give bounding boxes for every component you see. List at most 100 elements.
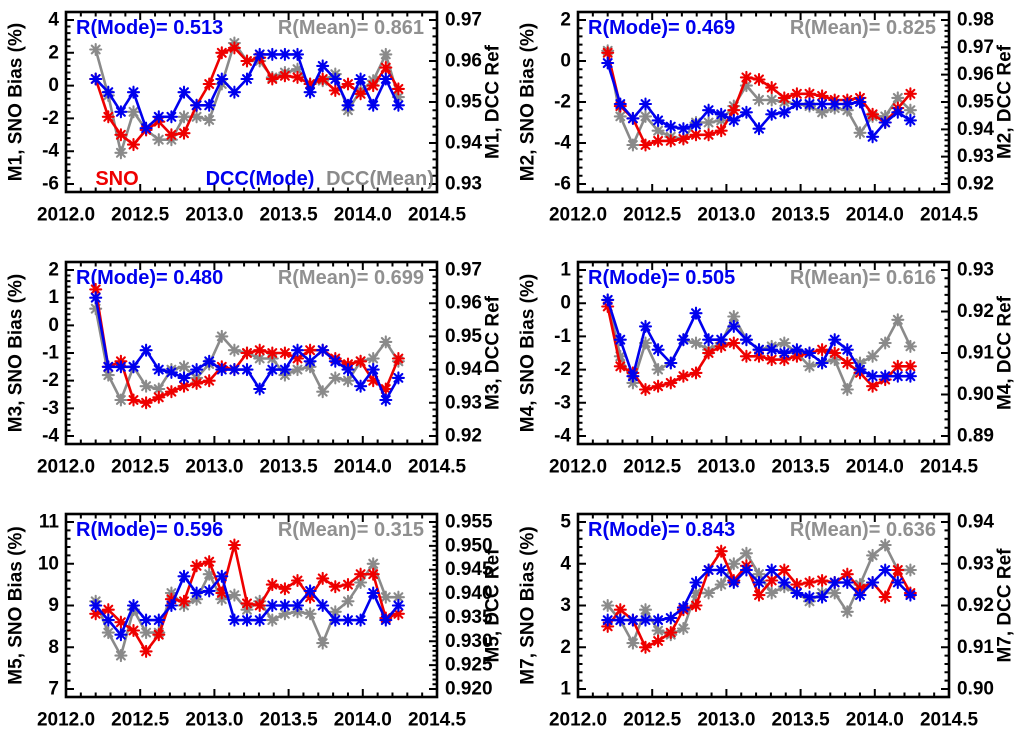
x-tick-label: 2013.0	[697, 456, 755, 477]
yright-axis-title: M1, DCC Ref	[483, 44, 504, 159]
x-tick-label: 2013.5	[260, 456, 319, 477]
yleft-tick-label: -1	[42, 342, 59, 363]
yright-tick-label: 0.95	[957, 92, 994, 113]
yright-tick-label: 0.93	[957, 146, 994, 167]
yleft-tick-label: 2	[48, 42, 59, 63]
r-mean-annotation: R(Mean)= 0.825	[790, 17, 936, 39]
x-tick-label: 2013.0	[185, 710, 243, 731]
x-tick-label: 2014.5	[408, 205, 467, 226]
yright-tick-label: 0.945	[445, 560, 493, 581]
yleft-axis-ticks	[66, 268, 74, 437]
yright-tick-label: 0.950	[445, 536, 493, 557]
x-tick-label: 2014.5	[920, 456, 979, 477]
yright-tick-label: 0.93	[957, 259, 994, 280]
yright-tick-label: 0.96	[957, 64, 994, 85]
yleft-tick-label: 8	[48, 637, 59, 658]
yleft-tick-label: 0	[560, 51, 571, 72]
yleft-tick-label: 5	[560, 512, 571, 533]
x-tick-label: 2013.5	[260, 710, 319, 731]
yleft-tick-label: 4	[48, 10, 59, 31]
chart-m3: 2012.0 2012.5 2013.0 2013.5 2014.0 2014.5 2 1 0 -…	[6, 259, 504, 477]
yright-tick-label: 0.91	[957, 637, 994, 658]
r-mean-annotation: R(Mean)= 0.616	[790, 267, 936, 289]
yleft-tick-label: -4	[42, 425, 59, 446]
yleft-tick-label: 4	[560, 554, 571, 575]
yright-tick-label: 0.920	[445, 679, 493, 700]
x-tick-label: 2014.0	[334, 710, 392, 731]
x-tick-label: 2012.5	[623, 205, 682, 226]
x-tick-label: 2013.0	[697, 205, 755, 226]
yright-tick-label: 0.93	[957, 554, 994, 575]
yright-tick-label: 0.93	[445, 392, 482, 413]
yleft-tick-label: 0	[48, 315, 59, 336]
yright-tick-label: 0.98	[957, 10, 994, 31]
r-mean-annotation: R(Mean)= 0.861	[278, 17, 424, 39]
yleft-tick-label: 3	[560, 595, 571, 616]
x-axis-ticks	[577, 12, 950, 192]
yleft-axis-ticks	[578, 521, 586, 691]
x-tick-label: 2012.5	[111, 710, 170, 731]
yright-tick-label: 0.97	[445, 10, 482, 31]
yleft-tick-label: 0	[48, 75, 59, 96]
yleft-tick-label: -3	[554, 392, 571, 413]
series-markers-mode	[601, 293, 917, 383]
x-tick-label: 2013.5	[772, 456, 831, 477]
x-tick-label: 2012.5	[623, 456, 682, 477]
yleft-tick-label: 11	[39, 512, 60, 533]
yleft-axis-title: M7, SNO Bias (%)	[518, 527, 539, 685]
r-mode-annotation: R(Mode)= 0.513	[76, 17, 223, 39]
x-tick-label: 2014.5	[920, 710, 979, 731]
series-markers-mode	[89, 290, 405, 407]
yleft-tick-label: -2	[42, 108, 59, 129]
chart-m2: 2012.0 2012.5 2013.0 2013.5 2014.0 2014.5 2 0 -2…	[518, 10, 1016, 226]
yright-axis-title: M4, DCC Ref	[995, 295, 1016, 410]
x-tick-label: 2013.5	[772, 205, 831, 226]
yright-tick-label: 0.96	[445, 51, 482, 72]
x-tick-label: 2014.0	[846, 710, 904, 731]
chart-m4: 2012.0 2012.5 2013.0 2013.5 2014.0 2014.5 1 0 -1…	[518, 259, 1016, 477]
yright-tick-label: 0.92	[445, 425, 482, 446]
x-tick-label: 2012.0	[37, 710, 95, 731]
yleft-tick-label: 9	[48, 595, 59, 616]
yleft-tick-label: -4	[42, 141, 59, 162]
x-tick-label: 2014.0	[334, 456, 392, 477]
yleft-tick-label: 1	[48, 287, 59, 308]
legend-label-sno: SNO	[95, 168, 138, 190]
x-tick-label: 2013.5	[772, 710, 831, 731]
series-markers-mode	[601, 563, 917, 628]
yright-tick-label: 0.90	[957, 384, 994, 405]
yleft-tick-label: 1	[560, 259, 571, 280]
yleft-tick-label: -4	[554, 425, 571, 446]
x-tick-label: 2012.5	[111, 456, 170, 477]
yright-tick-label: 0.955	[445, 512, 493, 533]
yleft-tick-label: 0	[560, 292, 571, 313]
yright-axis-title: M7, DCC Ref	[995, 548, 1016, 663]
yleft-axis-title: M4, SNO Bias (%)	[518, 274, 539, 432]
yright-axis-ticks	[941, 521, 949, 691]
x-tick-label: 2012.0	[37, 456, 95, 477]
r-mode-annotation: R(Mode)= 0.480	[76, 267, 223, 289]
yright-axis-ticks	[429, 268, 437, 437]
yright-tick-label: 0.90	[957, 679, 994, 700]
yleft-tick-label: -1	[554, 326, 571, 347]
r-mean-annotation: R(Mean)= 0.699	[278, 267, 424, 289]
yright-tick-label: 0.94	[957, 119, 994, 140]
yright-tick-label: 0.930	[445, 631, 493, 652]
yright-axis-ticks	[941, 19, 949, 185]
chart-m5: 2012.0 2012.5 2013.0 2013.5 2014.0 2014.5 11 10…	[6, 512, 504, 731]
yright-tick-label: 0.97	[957, 37, 994, 58]
x-tick-label: 2014.0	[334, 205, 392, 226]
yright-tick-label: 0.94	[445, 133, 482, 154]
yleft-tick-label: 1	[560, 679, 571, 700]
x-axis-ticks	[65, 261, 438, 444]
yright-tick-label: 0.94	[445, 359, 482, 380]
x-tick-label: 2014.5	[408, 710, 467, 731]
yleft-tick-label: 10	[38, 554, 59, 575]
x-tick-label: 2014.5	[920, 205, 979, 226]
legend-label-mode: DCC(Mode)	[206, 168, 315, 190]
yleft-axis-title: M2, SNO Bias (%)	[518, 23, 539, 181]
yright-tick-label: 0.95	[445, 326, 482, 347]
plot-border	[576, 513, 951, 699]
r-mean-annotation: R(Mean)= 0.315	[278, 519, 424, 541]
